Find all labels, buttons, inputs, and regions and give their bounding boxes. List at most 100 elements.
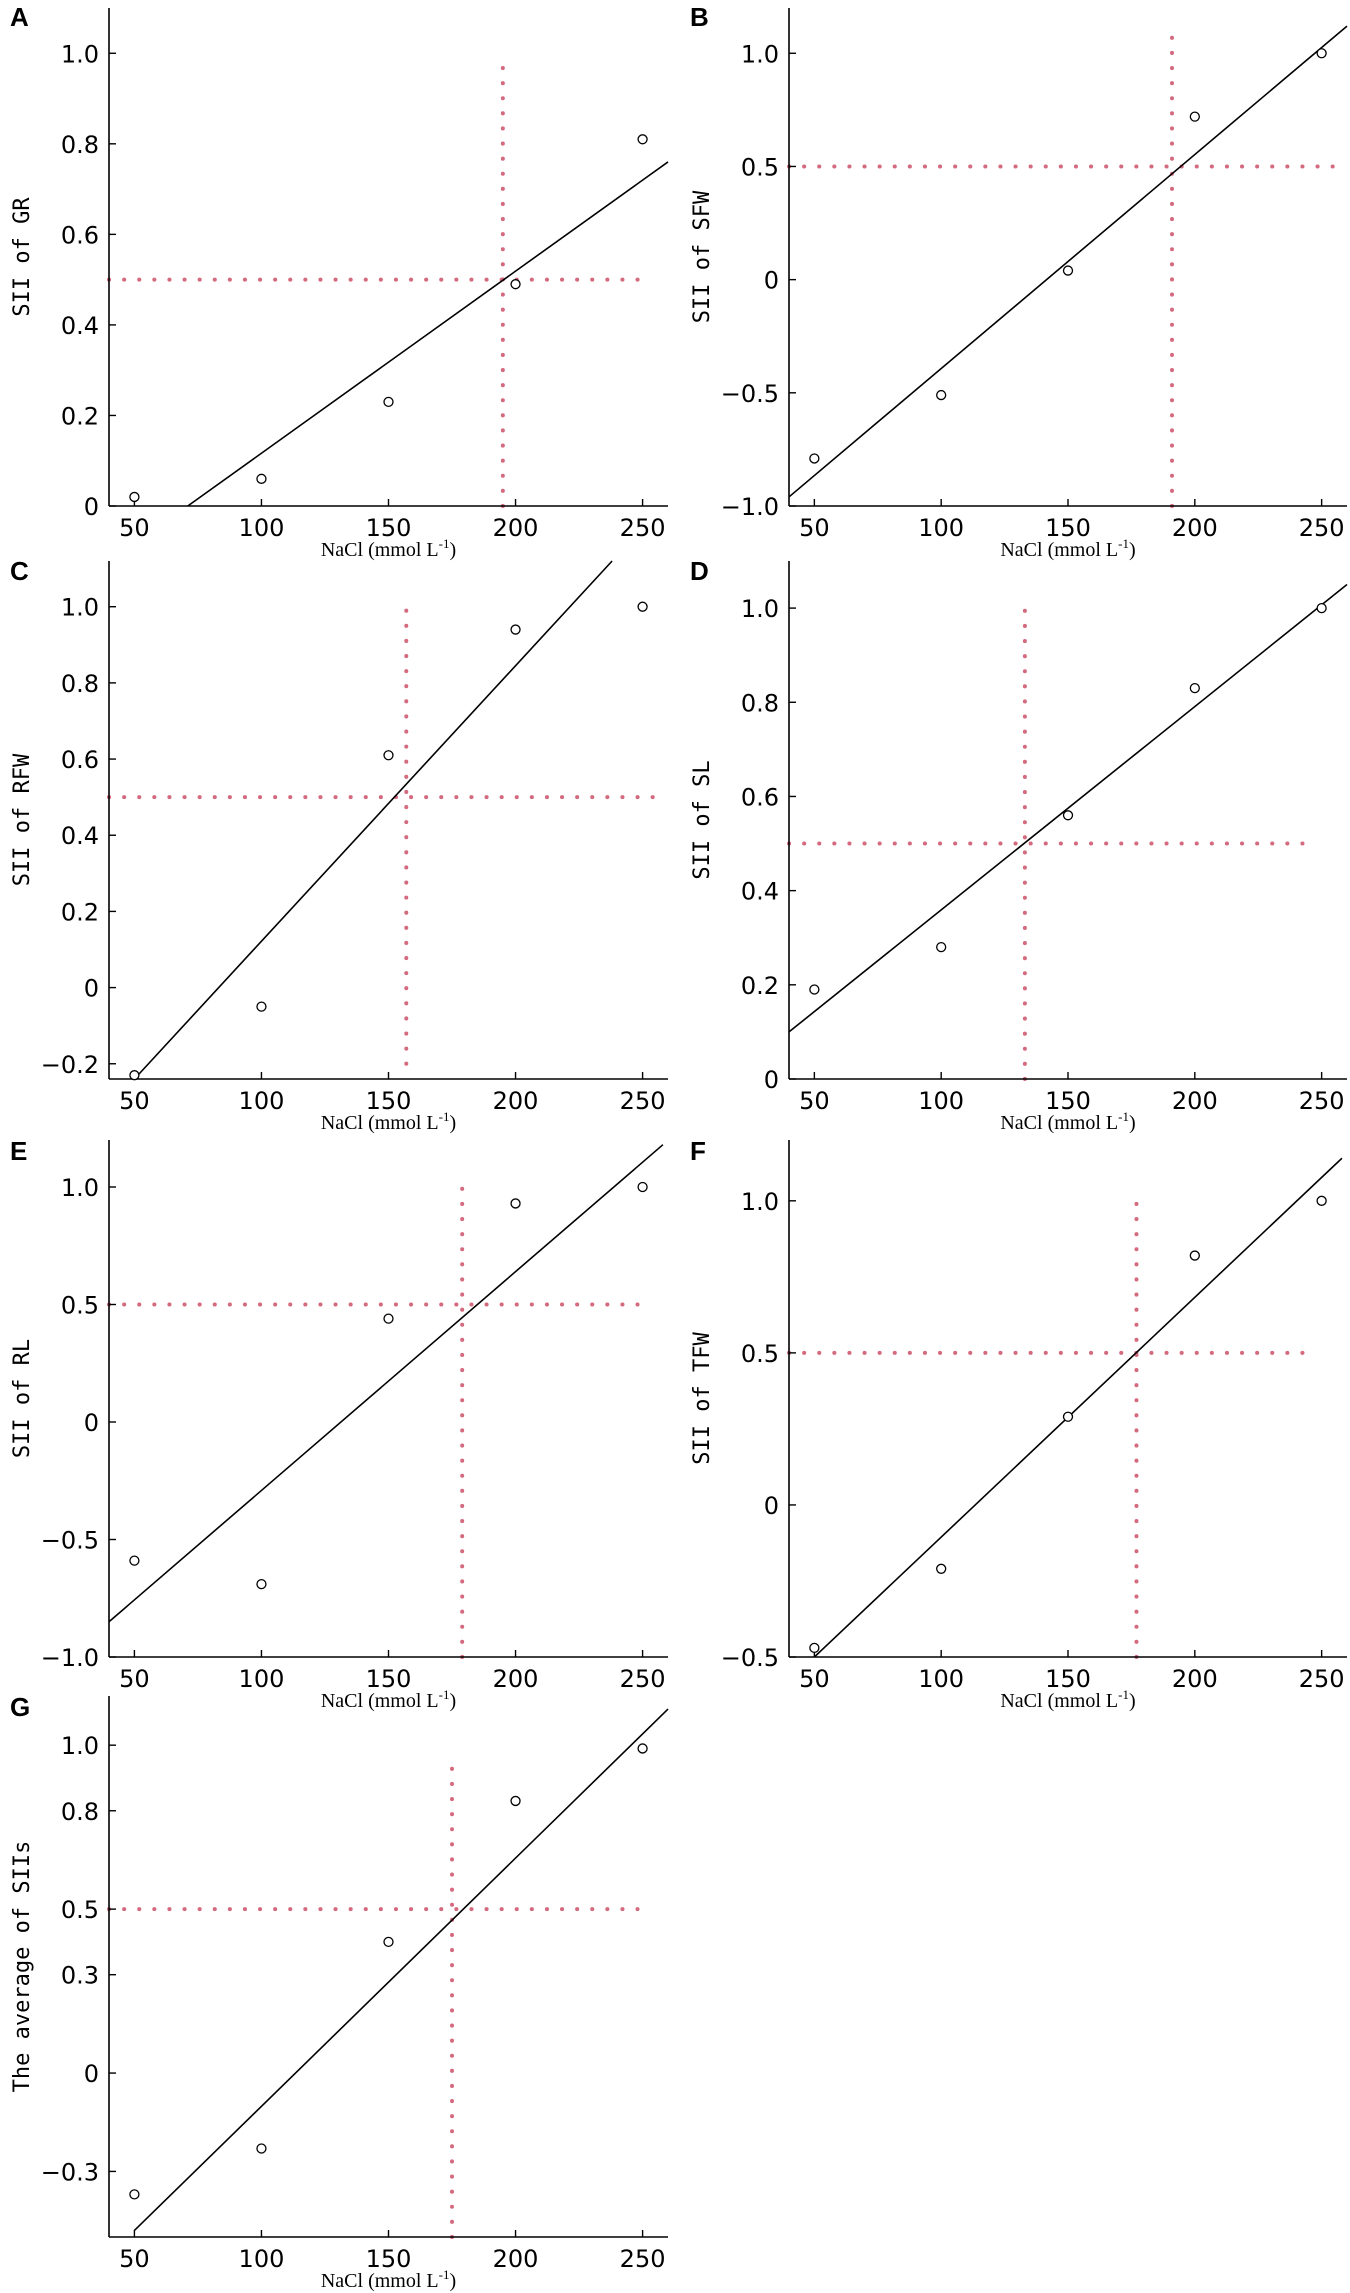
data-point — [256, 1579, 267, 1590]
y-tick-label: 0.5 — [61, 1292, 99, 1320]
data-point — [510, 279, 521, 290]
y-axis-label: SII of RL — [10, 1339, 35, 1458]
data-point — [129, 2189, 140, 2200]
x-axis-label: NaCl (mmol L-1) — [1000, 1687, 1135, 1712]
data-point — [809, 1642, 820, 1654]
data-point — [1062, 1411, 1074, 1422]
x-tick-label: 50 — [119, 1665, 150, 1693]
data-point — [936, 389, 947, 401]
y-tick-label: −0.2 — [41, 1051, 99, 1079]
y-tick-label: 0.6 — [61, 746, 99, 774]
data-point — [809, 453, 820, 464]
x-tick-label: 50 — [119, 1087, 150, 1115]
x-tick-label: 150 — [1045, 1665, 1091, 1693]
y-tick-label: 1.0 — [741, 40, 779, 68]
x-tick-label: 50 — [119, 514, 150, 542]
y-tick-label: 0.8 — [61, 670, 99, 698]
x-tick-label: 100 — [239, 1087, 285, 1115]
x-tick-label: 50 — [799, 514, 830, 542]
y-tick-label: 0.2 — [61, 402, 99, 430]
y-tick-label: −0.5 — [721, 380, 779, 408]
chart-panel-c: C 50 100 150 200 250 −0.2 0 0.2 0.4 0.6 0.8 1.0 NaCl … — [10, 556, 668, 1134]
panel-letter: C — [10, 556, 29, 586]
data-point — [936, 941, 947, 953]
x-tick-label: 100 — [918, 1087, 964, 1115]
chart-panel-f: F 50 100 150 200 250 −0.5 0 0.5 1.0 NaCl (mmol L-1… — [690, 1136, 1347, 1712]
x-tick-label: 100 — [239, 514, 285, 542]
x-tick-label: 200 — [493, 514, 539, 542]
data-point — [1189, 111, 1200, 122]
data-point — [510, 624, 521, 635]
y-tick-label: 0.2 — [741, 972, 779, 1000]
data-point — [383, 1936, 394, 1948]
y-tick-label: 0.2 — [61, 898, 99, 926]
x-tick-label: 250 — [620, 2245, 666, 2273]
chart-panel-a: A 50 100 150 200 250 0 0.2 0.4 0.6 0.8 1.0 NaCl (mmo… — [10, 2, 669, 561]
y-axis-label: SII of GR — [10, 197, 35, 317]
x-axis-label: NaCl (mmol L-1) — [1000, 1109, 1135, 1134]
regression-line — [133, 560, 613, 1080]
x-tick-label: 150 — [366, 2245, 412, 2273]
x-tick-label: 200 — [1172, 1665, 1218, 1693]
y-tick-label: 0.4 — [741, 878, 779, 906]
x-tick-label: 250 — [1299, 1087, 1345, 1115]
data-point — [1316, 1195, 1327, 1206]
data-point — [383, 1313, 394, 1324]
x-axis-label: NaCl (mmol L-1) — [321, 1109, 456, 1134]
x-tick-label: 150 — [1045, 514, 1091, 542]
y-tick-label: 1.0 — [741, 595, 779, 623]
panel-letter: E — [10, 1136, 27, 1166]
y-tick-label: 0.4 — [61, 822, 99, 850]
x-tick-label: 150 — [1045, 1087, 1091, 1115]
data-point — [510, 1198, 521, 1209]
data-point — [256, 1001, 267, 1012]
data-point — [637, 134, 648, 145]
data-point — [637, 601, 648, 612]
x-axis-label: NaCl (mmol L-1) — [321, 536, 456, 561]
y-tick-label: 1.0 — [61, 40, 99, 68]
data-point — [129, 1070, 140, 1081]
panel-letter: B — [690, 2, 709, 32]
x-tick-label: 250 — [620, 1087, 666, 1115]
data-point — [637, 1181, 648, 1193]
y-tick-label: 0.8 — [61, 1798, 99, 1826]
x-tick-label: 250 — [620, 1665, 666, 1693]
data-point — [1189, 1250, 1200, 1261]
y-tick-label: 0.3 — [61, 1962, 99, 1990]
y-axis-label: SII of RFW — [10, 753, 35, 886]
panel-letter: F — [690, 1136, 706, 1166]
y-tick-label: 0 — [84, 975, 99, 1003]
data-point — [510, 1795, 521, 1807]
y-axis-label: The average of SIIs — [10, 1841, 35, 2093]
chart-panel-b: B 50 100 150 200 250 −1.0 −0.5 0 0.5 1.0 NaCl (mmol… — [690, 2, 1349, 561]
x-tick-label: 250 — [620, 514, 666, 542]
y-tick-label: −0.5 — [41, 1527, 99, 1555]
y-tick-label: 0.5 — [741, 1340, 779, 1368]
x-tick-label: 50 — [799, 1087, 830, 1115]
data-point — [256, 473, 267, 484]
y-tick-label: 0 — [84, 2060, 99, 2088]
data-point — [383, 750, 394, 761]
data-point — [1062, 810, 1074, 821]
x-tick-label: 50 — [119, 2245, 150, 2273]
data-point — [1316, 602, 1327, 614]
x-tick-label: 150 — [366, 1665, 412, 1693]
y-tick-label: 0 — [764, 1066, 779, 1094]
y-tick-label: −1.0 — [41, 1644, 99, 1672]
y-tick-label: 1.0 — [741, 1188, 779, 1216]
x-tick-label: 100 — [239, 2245, 285, 2273]
panel-letter: G — [10, 1692, 30, 1722]
x-tick-label: 200 — [493, 1665, 539, 1693]
x-tick-label: 200 — [493, 2245, 539, 2273]
x-tick-label: 100 — [918, 1665, 964, 1693]
x-axis-label: NaCl (mmol L-1) — [321, 1687, 456, 1712]
x-tick-label: 150 — [366, 1087, 412, 1115]
y-tick-label: 0.8 — [61, 131, 99, 159]
data-point — [256, 2143, 267, 2154]
x-tick-label: 250 — [1299, 1665, 1345, 1693]
regression-line — [108, 1144, 664, 1623]
y-tick-label: 1.0 — [61, 1732, 99, 1760]
regression-line — [788, 25, 1348, 498]
y-tick-label: 0.6 — [61, 221, 99, 249]
